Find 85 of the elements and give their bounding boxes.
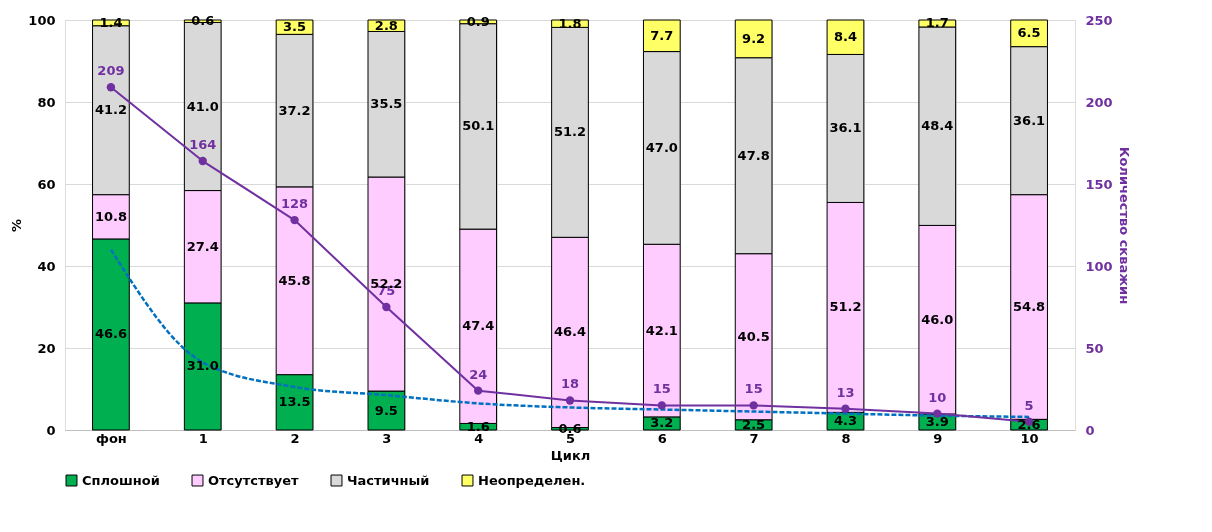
data-label: 209 [97,63,125,79]
data-label: 13.5 [278,394,311,410]
x-tick-label: 10 [1020,430,1039,446]
data-label: 54.8 [1013,299,1046,314]
x-tick-label: фон [96,430,127,446]
data-label: 36.1 [829,120,862,136]
data-label: 13 [836,384,855,400]
point [382,302,391,312]
y-tick-label: 100 [28,12,56,28]
data-label: 46.6 [94,326,127,342]
data-label: 51.2 [553,124,587,140]
data-label: 10.8 [94,208,127,224]
y2-tick-label: 0 [1085,422,1095,438]
point [106,83,116,92]
data-label: 48.4 [921,118,954,134]
x-axis-title: Цикл [550,447,591,463]
data-label: 18 [560,376,580,392]
y-tick-label: 20 [37,340,56,356]
data-label: 24 [469,366,488,382]
x-tick-label: 6 [657,430,667,446]
y2-tick-label: 150 [1085,176,1113,192]
data-label: 3.2 [650,415,674,431]
y2-tick-label: 50 [1085,340,1104,356]
data-label: 42.1 [645,322,678,338]
data-label: 15 [652,381,671,397]
y2-tick-label: 250 [1085,12,1113,28]
data-label: 2.5 [742,416,766,432]
data-label: 1.7 [925,15,949,31]
x-tick-label: 2 [290,430,300,446]
data-label: 47.0 [645,139,678,155]
legend-label: Сплошной [82,472,160,488]
point [841,404,850,413]
data-label: 47.4 [462,318,495,334]
x-tick-label: 7 [749,430,759,446]
data-label: 2.8 [374,17,398,33]
point [198,156,207,166]
data-label: 1.8 [558,15,582,31]
y2-tick-label: 200 [1085,94,1113,110]
x-tick-label: 4 [474,430,484,446]
data-label: 9.5 [374,402,398,418]
data-label: 41.2 [94,102,127,118]
data-label: 4.3 [833,413,857,429]
data-label: 35.5 [370,96,403,112]
data-label: 15 [744,381,763,397]
data-label: 27.4 [186,238,219,254]
data-label: 7.7 [650,27,674,43]
data-label: 128 [280,196,309,212]
y-tick-label: 0 [46,422,56,438]
y2-axis-title: Количество скважин [1116,146,1132,305]
y-axis-title: % [9,218,25,233]
data-label: 5 [1024,397,1034,413]
data-label: 9.2 [742,30,766,46]
x-tick-label: 3 [382,430,392,446]
data-label: 46.0 [921,311,954,327]
point [290,215,299,225]
data-label: 46.4 [553,324,587,340]
data-label: 36.1 [1013,112,1046,128]
y-tick-label: 40 [37,258,56,274]
data-label: 45.8 [278,272,311,288]
data-label: 40.5 [737,328,770,344]
point [565,396,575,405]
point [474,386,483,395]
data-label: 6.5 [1017,25,1041,41]
x-tick-label: 1 [198,430,208,446]
data-label: 3.9 [925,414,949,430]
y2-tick-label: 100 [1085,258,1113,274]
data-label: 164 [189,137,217,153]
legend-label: Отсутствует [208,472,300,488]
data-label: 0.9 [466,13,490,29]
data-label: 8.4 [833,29,857,45]
legend-label: Частичный [347,472,430,488]
point [749,401,758,410]
data-label: 50.1 [462,118,495,134]
x-tick-label: 8 [841,430,851,446]
data-label: 3.5 [283,19,307,35]
data-label: 51.2 [829,299,862,315]
data-label: 37.2 [278,102,311,118]
point [657,401,666,410]
y-tick-label: 60 [37,176,56,192]
x-tick-label: 9 [933,430,943,446]
y-tick-label: 80 [37,94,56,110]
data-label: 47.8 [737,147,770,163]
legend-label: Неопределен. [478,472,586,488]
data-label: 41.0 [186,98,219,114]
data-label: 10 [928,389,947,405]
